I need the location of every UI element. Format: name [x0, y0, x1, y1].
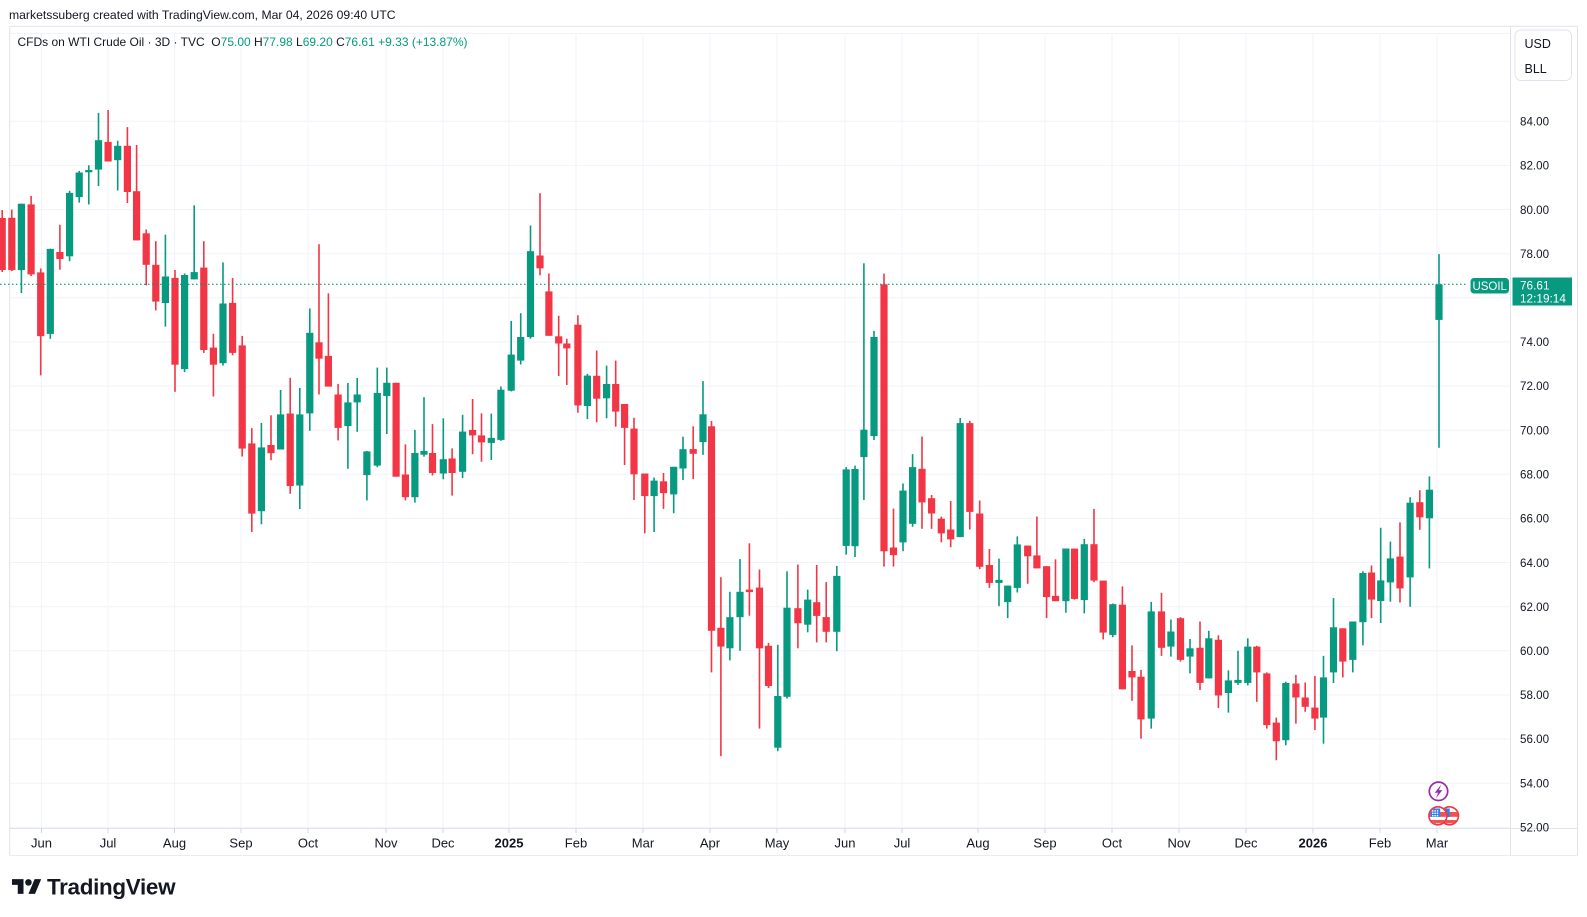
svg-text:Mar: Mar	[632, 836, 655, 851]
svg-text:62.00: 62.00	[1520, 601, 1549, 614]
svg-text:Sep: Sep	[229, 836, 252, 851]
svg-text:84.00: 84.00	[1520, 116, 1549, 129]
svg-text:USOIL: USOIL	[1472, 281, 1507, 293]
svg-text:2025: 2025	[495, 836, 524, 851]
svg-text:54.00: 54.00	[1520, 777, 1549, 790]
svg-text:Mar: Mar	[1426, 836, 1449, 851]
svg-text:52.00: 52.00	[1520, 822, 1549, 835]
svg-text:Aug: Aug	[163, 836, 186, 851]
svg-text:Dec: Dec	[431, 836, 455, 851]
svg-text:58.00: 58.00	[1520, 689, 1549, 702]
svg-text:82.00: 82.00	[1520, 160, 1549, 173]
svg-text:BLL: BLL	[1525, 62, 1547, 76]
svg-text:Dec: Dec	[1234, 836, 1258, 851]
svg-text:Oct: Oct	[1102, 836, 1123, 851]
svg-text:Apr: Apr	[700, 836, 721, 851]
svg-text:Feb: Feb	[565, 836, 587, 851]
svg-text:72.00: 72.00	[1520, 380, 1549, 393]
svg-text:64.00: 64.00	[1520, 557, 1549, 570]
svg-text:80.00: 80.00	[1520, 204, 1549, 217]
svg-text:Jun: Jun	[31, 836, 52, 851]
svg-text:12:19:14: 12:19:14	[1520, 292, 1566, 306]
svg-text:Aug: Aug	[966, 836, 989, 851]
svg-text:Jun: Jun	[835, 836, 856, 851]
svg-text:56.00: 56.00	[1520, 733, 1549, 746]
svg-text:Jul: Jul	[100, 836, 117, 851]
svg-text:USD: USD	[1525, 37, 1551, 51]
svg-text:60.00: 60.00	[1520, 645, 1549, 658]
svg-text:Feb: Feb	[1369, 836, 1391, 851]
svg-text:76.61: 76.61	[1520, 279, 1550, 293]
svg-text:Nov: Nov	[1167, 836, 1191, 851]
svg-text:Nov: Nov	[374, 836, 398, 851]
svg-text:Oct: Oct	[298, 836, 319, 851]
svg-text:TradingView: TradingView	[47, 875, 176, 900]
svg-text:70.00: 70.00	[1520, 424, 1549, 437]
svg-text:2026: 2026	[1299, 836, 1328, 851]
svg-text:Jul: Jul	[894, 836, 911, 851]
svg-text:74.00: 74.00	[1520, 336, 1549, 349]
svg-text:Sep: Sep	[1033, 836, 1056, 851]
svg-text:78.00: 78.00	[1520, 248, 1549, 261]
svg-text:66.00: 66.00	[1520, 513, 1549, 526]
svg-text:May: May	[765, 836, 790, 851]
svg-text:68.00: 68.00	[1520, 469, 1549, 482]
